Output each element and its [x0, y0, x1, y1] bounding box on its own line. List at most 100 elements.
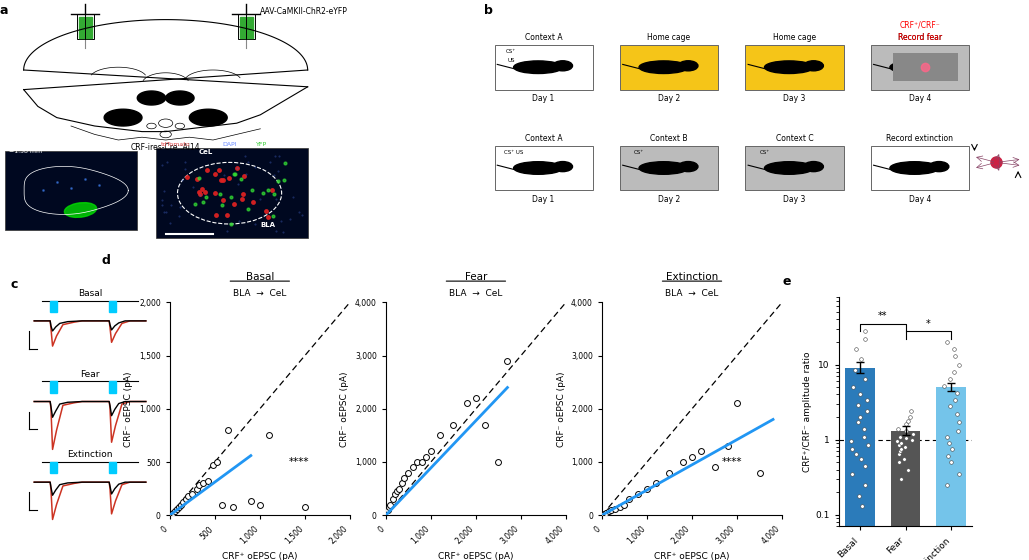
Text: Record extinction: Record extinction: [886, 134, 954, 143]
Point: [395, 473, 412, 482]
Point: [857, 326, 874, 335]
Point: [939, 480, 956, 489]
Point: [382, 500, 398, 509]
Point: [856, 432, 873, 441]
Point: [719, 441, 736, 450]
Bar: [936, 387, 966, 560]
Point: [620, 495, 637, 504]
Point: [893, 474, 910, 483]
Point: [903, 435, 920, 444]
Text: −1.58 mm: −1.58 mm: [9, 149, 42, 154]
Point: [380, 505, 396, 514]
Point: [616, 500, 633, 509]
Title: Basal: Basal: [246, 272, 274, 282]
Point: [891, 447, 908, 456]
Y-axis label: CRF⁻ oEPSC (pA): CRF⁻ oEPSC (pA): [341, 371, 350, 446]
Point: [194, 479, 211, 488]
Text: Day 1: Day 1: [532, 195, 555, 204]
Point: [859, 441, 876, 450]
Text: Day 3: Day 3: [783, 195, 806, 204]
Text: Context C: Context C: [776, 134, 813, 143]
Bar: [745, 45, 844, 90]
Text: Context A: Context A: [525, 33, 563, 42]
Point: [214, 500, 230, 509]
Title: Extinction: Extinction: [666, 272, 718, 282]
Bar: [845, 368, 875, 560]
Text: Day 4: Day 4: [909, 195, 931, 204]
Point: [410, 458, 426, 466]
Point: [414, 458, 430, 466]
Bar: [50, 381, 57, 393]
Point: [167, 506, 183, 515]
Point: [859, 395, 876, 404]
Point: [851, 413, 867, 422]
Point: [947, 352, 963, 361]
Point: [389, 487, 405, 496]
Circle shape: [929, 61, 949, 71]
Circle shape: [553, 61, 572, 71]
Point: [751, 468, 768, 477]
Point: [899, 465, 916, 474]
Bar: [745, 146, 844, 190]
Point: [648, 479, 665, 488]
Point: [892, 432, 909, 441]
Point: [856, 334, 873, 343]
Text: BLA  →  CeL: BLA → CeL: [234, 289, 286, 298]
Ellipse shape: [639, 61, 688, 73]
Point: [729, 399, 745, 408]
Title: Fear: Fear: [465, 272, 487, 282]
Text: Home cage: Home cage: [647, 33, 690, 42]
Circle shape: [678, 161, 698, 172]
X-axis label: CRF⁺ oEPSC (pA): CRF⁺ oEPSC (pA): [222, 552, 297, 560]
Point: [296, 502, 313, 511]
Point: [381, 503, 397, 512]
Text: Day 2: Day 2: [658, 195, 680, 204]
Y-axis label: CRF⁻ oEPSC (pA): CRF⁻ oEPSC (pA): [557, 371, 566, 446]
Point: [611, 503, 628, 512]
Point: [951, 418, 967, 427]
Text: a: a: [0, 4, 8, 17]
Text: Context B: Context B: [650, 134, 687, 143]
Y-axis label: CRF⁺/CRF⁻ amplitude ratio: CRF⁺/CRF⁻ amplitude ratio: [804, 351, 813, 472]
Point: [938, 338, 955, 347]
Bar: [5, 151, 137, 230]
Bar: [109, 301, 115, 312]
Circle shape: [804, 61, 823, 71]
Point: [205, 461, 221, 470]
Point: [892, 445, 909, 454]
Bar: [495, 45, 593, 90]
Text: YFP: YFP: [255, 142, 267, 147]
Text: d: d: [101, 254, 110, 267]
Point: [944, 445, 960, 454]
Point: [476, 420, 493, 429]
Text: ****: ****: [289, 457, 310, 467]
Text: BLA  →  CeL: BLA → CeL: [666, 289, 718, 298]
Bar: [619, 45, 718, 90]
Point: [607, 505, 624, 514]
Text: e: e: [782, 276, 791, 288]
FancyBboxPatch shape: [238, 14, 254, 39]
Point: [630, 489, 646, 498]
Text: DAPI: DAPI: [222, 142, 237, 147]
Point: [595, 510, 611, 519]
Ellipse shape: [890, 162, 939, 174]
Point: [897, 420, 914, 429]
Point: [951, 469, 967, 478]
Point: [260, 431, 277, 440]
Point: [393, 479, 410, 488]
Point: [164, 509, 180, 518]
Point: [675, 458, 691, 466]
Point: [855, 424, 872, 433]
Circle shape: [929, 161, 949, 172]
Circle shape: [553, 161, 572, 172]
Text: CS⁺: CS⁺: [634, 150, 644, 155]
Point: [843, 437, 859, 446]
Point: [224, 502, 241, 511]
Point: [683, 452, 700, 461]
Point: [902, 413, 919, 422]
Point: [432, 431, 449, 440]
Point: [899, 416, 916, 425]
Text: tdTomato: tdTomato: [161, 142, 190, 147]
Point: [889, 437, 906, 446]
Polygon shape: [104, 109, 142, 126]
